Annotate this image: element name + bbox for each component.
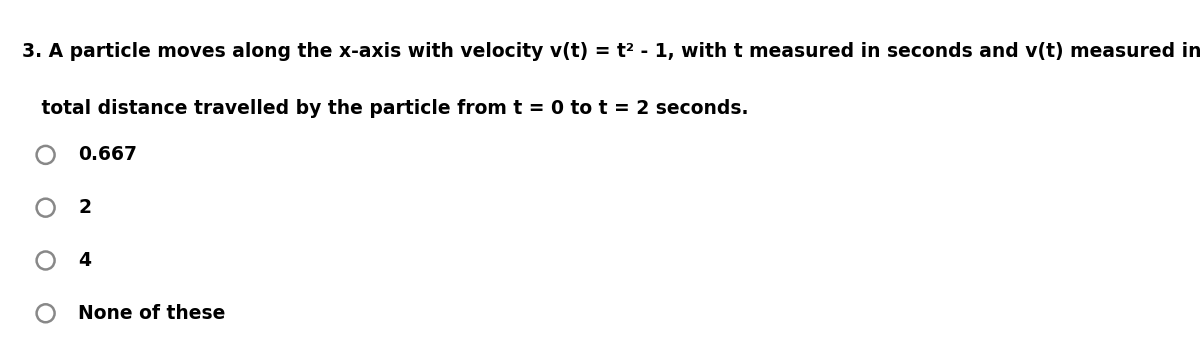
Text: 3. A particle moves along the x-axis with velocity v(t) = t² - 1, with t measure: 3. A particle moves along the x-axis wit… [22,42,1200,61]
Text: 4: 4 [78,251,91,270]
Text: total distance travelled by the particle from t = 0 to t = 2 seconds.: total distance travelled by the particle… [22,99,748,118]
Text: 0.667: 0.667 [78,145,137,164]
Text: 2: 2 [78,198,91,217]
Text: None of these: None of these [78,304,226,323]
